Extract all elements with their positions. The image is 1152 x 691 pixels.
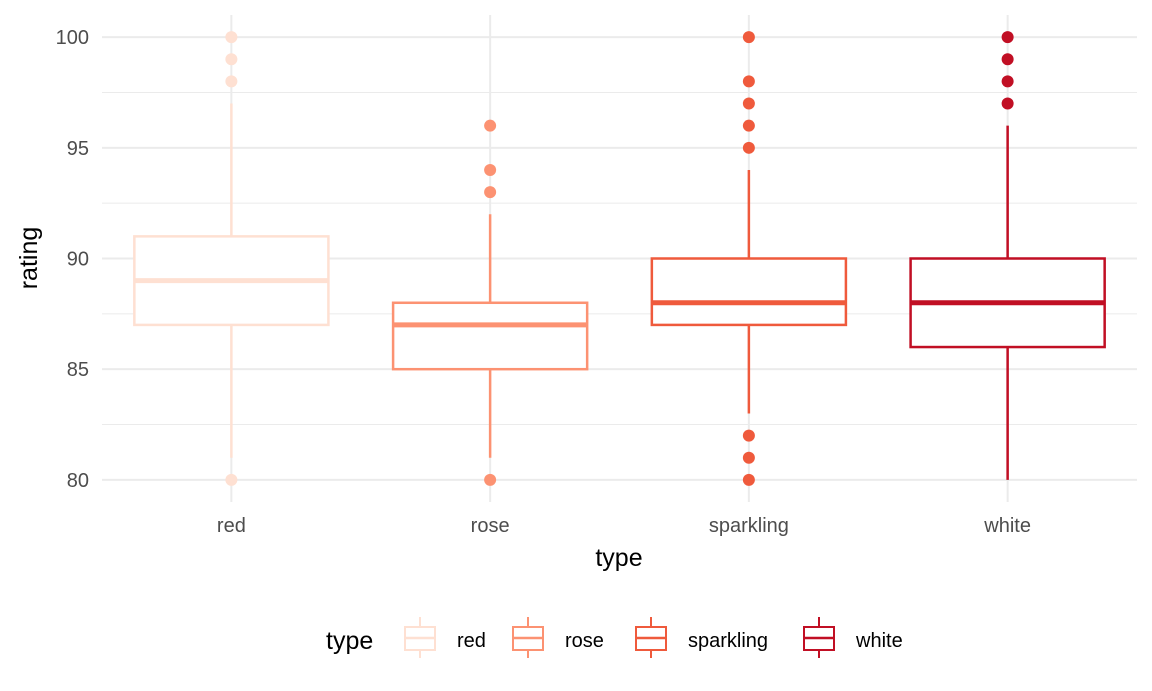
outlier-point bbox=[484, 119, 497, 132]
outlier-point bbox=[225, 53, 238, 66]
legend-item-white: white bbox=[803, 617, 903, 658]
y-axis-title: rating bbox=[15, 227, 43, 290]
outlier-point bbox=[742, 31, 755, 44]
y-tick-label: 85 bbox=[67, 359, 89, 381]
legend-label: red bbox=[457, 630, 486, 652]
x-axis-ticks: red rose sparkling white bbox=[217, 515, 1031, 537]
outlier-point bbox=[225, 31, 238, 44]
legend-item-red: red bbox=[404, 617, 486, 658]
y-tick-label: 90 bbox=[67, 249, 89, 271]
box-sparkling bbox=[650, 31, 848, 486]
legend-item-sparkling: sparkling bbox=[635, 617, 768, 658]
x-axis-title: type bbox=[595, 544, 642, 572]
outlier-point bbox=[1001, 97, 1014, 110]
box-rose bbox=[391, 119, 589, 486]
outlier-point bbox=[1001, 31, 1014, 44]
outlier-point bbox=[484, 163, 497, 176]
boxes bbox=[133, 31, 1106, 486]
y-tick-label: 80 bbox=[67, 470, 89, 492]
x-tick-label: red bbox=[217, 515, 246, 537]
outlier-point bbox=[742, 119, 755, 132]
legend-label: sparkling bbox=[688, 630, 768, 652]
outlier-point bbox=[742, 451, 755, 464]
outlier-point bbox=[742, 473, 755, 486]
outlier-point bbox=[742, 97, 755, 110]
outlier-point bbox=[1001, 53, 1014, 66]
legend-title: type bbox=[326, 627, 373, 655]
legend-key-rose bbox=[512, 617, 544, 658]
legend-label: white bbox=[855, 630, 903, 652]
legend-key-white bbox=[803, 617, 835, 658]
box-red bbox=[133, 31, 330, 486]
iqr-box bbox=[650, 257, 848, 327]
x-tick-label: rose bbox=[471, 515, 510, 537]
outlier-point bbox=[742, 429, 755, 442]
iqr-box bbox=[391, 301, 589, 371]
y-axis-ticks: 80 85 90 95 100 bbox=[56, 27, 89, 492]
outlier-point bbox=[225, 75, 238, 88]
box-white bbox=[909, 31, 1106, 480]
legend-key-sparkling bbox=[635, 617, 667, 658]
outlier-point bbox=[742, 75, 755, 88]
legend-label: rose bbox=[565, 630, 604, 652]
legend: type red rose sparkling white bbox=[326, 617, 903, 658]
x-tick-label: white bbox=[983, 515, 1031, 537]
outlier-point bbox=[484, 186, 497, 199]
outlier-point bbox=[225, 473, 238, 486]
legend-item-rose: rose bbox=[512, 617, 604, 658]
y-tick-label: 100 bbox=[56, 27, 89, 49]
outlier-point bbox=[742, 141, 755, 154]
outlier-point bbox=[1001, 75, 1014, 88]
y-tick-label: 95 bbox=[67, 138, 89, 160]
legend-key-red bbox=[404, 617, 436, 658]
outlier-point bbox=[484, 473, 497, 486]
x-tick-label: sparkling bbox=[709, 515, 789, 537]
